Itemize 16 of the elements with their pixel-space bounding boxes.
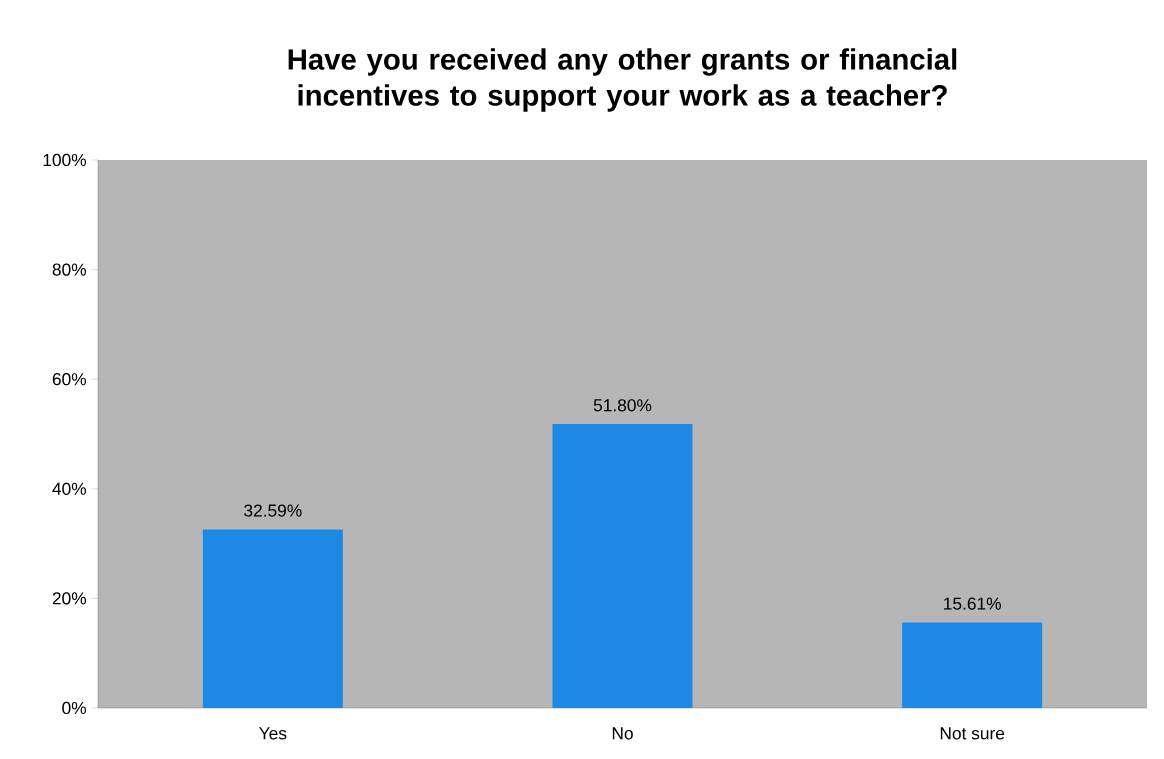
bar [552, 424, 693, 708]
bar [202, 529, 343, 708]
y-tick-label: 60% [52, 373, 87, 386]
chart-title: Have you received any other grants or financial incentives to support your work as a teacher? [288, 48, 957, 112]
x-tick-label: No [612, 727, 633, 740]
y-tick-label: 0% [62, 701, 87, 715]
data-label: 15.61% [944, 597, 1001, 610]
y-tick-label: 40% [52, 482, 87, 495]
y-tick-label: 80% [52, 263, 87, 276]
bar [902, 622, 1043, 708]
data-label: 32.59% [244, 504, 302, 517]
y-tick-label: 100% [43, 153, 87, 167]
x-tick-label: Yes [259, 727, 287, 740]
x-tick-label: Not sure [940, 727, 1005, 740]
y-tick-label: 20% [52, 592, 87, 605]
data-label: 51.80% [593, 399, 652, 412]
